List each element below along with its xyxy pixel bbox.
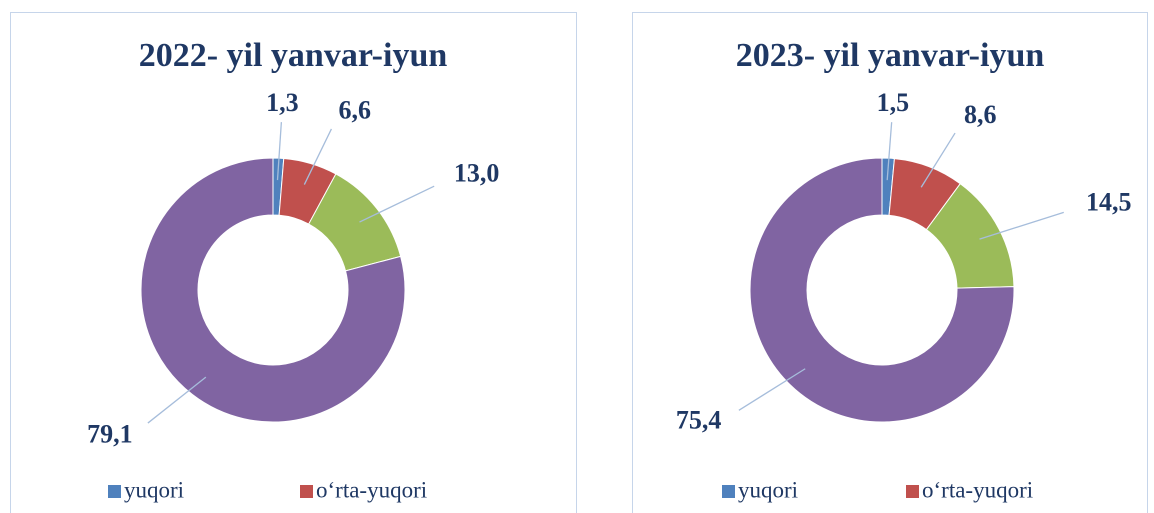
legend-label: yuqori: [738, 477, 798, 502]
panel: [10, 12, 577, 513]
data-label: 75,4: [676, 405, 722, 434]
donut-slice: [749, 157, 1015, 423]
donut-slice: [140, 157, 406, 423]
legend-label: yuqori: [124, 477, 184, 502]
data-label: 8,6: [964, 100, 997, 129]
leader-line: [979, 211, 1064, 240]
legend-label: o‘rta-yuqori: [922, 477, 1033, 502]
chart-title: 2022- yil yanvar-iyun: [139, 37, 448, 74]
data-label: 1,3: [266, 88, 299, 117]
leader-line: [886, 122, 893, 181]
chart-title: 2023- yil yanvar-iyun: [736, 37, 1045, 74]
data-label: 6,6: [339, 96, 372, 125]
leader-line: [920, 132, 956, 188]
legend-swatch: [722, 485, 735, 498]
leader-line: [147, 376, 207, 424]
panel: [632, 12, 1148, 513]
legend-swatch: [108, 485, 121, 498]
legend-label: o‘rta-yuqori: [316, 477, 427, 502]
leader-line: [359, 185, 435, 223]
legend-swatch: [300, 485, 313, 498]
leader-line: [303, 128, 333, 185]
data-label: 1,5: [877, 88, 910, 117]
data-label: 79,1: [87, 420, 133, 449]
leader-line: [738, 368, 806, 411]
legend-swatch: [906, 485, 919, 498]
leader-line: [276, 122, 283, 181]
data-label: 13,0: [454, 159, 500, 188]
data-label: 14,5: [1086, 187, 1132, 216]
